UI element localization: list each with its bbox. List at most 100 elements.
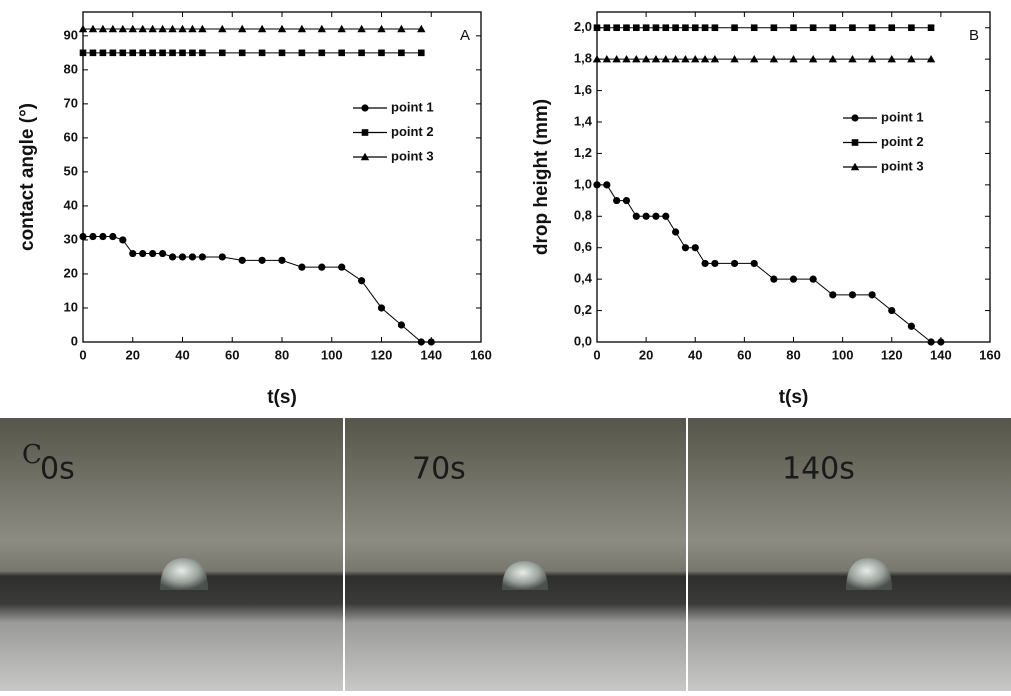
marker xyxy=(731,24,738,32)
x-tick-label: 80 xyxy=(275,347,289,362)
marker xyxy=(652,212,660,220)
marker xyxy=(711,259,719,268)
y-tick-label: 0,4 xyxy=(574,271,593,286)
marker xyxy=(789,54,798,63)
marker xyxy=(168,24,177,33)
droplet xyxy=(846,558,892,590)
marker xyxy=(109,232,117,241)
marker xyxy=(397,321,405,329)
marker xyxy=(681,244,690,252)
marker xyxy=(78,24,88,33)
marker xyxy=(298,49,306,57)
marker xyxy=(662,212,670,220)
y-tick-label: 0,0 xyxy=(574,333,592,348)
x-tick-label: 20 xyxy=(639,347,653,362)
marker xyxy=(730,259,739,268)
droplet xyxy=(160,558,208,590)
x-tick-label: 0 xyxy=(593,347,600,362)
marker xyxy=(808,54,818,63)
marker xyxy=(593,24,601,32)
marker xyxy=(427,338,435,346)
marker xyxy=(789,275,798,283)
x-tick-label: 20 xyxy=(126,347,140,362)
marker xyxy=(613,196,621,205)
marker xyxy=(602,54,612,63)
marker xyxy=(770,275,778,283)
marker xyxy=(298,263,306,271)
y-tick-label: 70 xyxy=(64,95,78,110)
y-tick-label: 80 xyxy=(64,61,78,76)
marker xyxy=(159,249,167,258)
marker xyxy=(258,256,266,264)
marker xyxy=(178,24,187,33)
marker xyxy=(828,54,837,63)
x-tick-label: 160 xyxy=(470,347,492,362)
marker xyxy=(750,259,758,268)
marker xyxy=(603,24,611,32)
legend-label: point 2 xyxy=(881,134,924,149)
marker xyxy=(633,24,640,32)
y-tick-label: 1,4 xyxy=(574,113,593,128)
legend-label: point 1 xyxy=(881,109,924,124)
marker xyxy=(907,54,916,63)
marker xyxy=(118,24,127,33)
marker xyxy=(417,24,426,33)
y-tick-label: 1,0 xyxy=(574,176,592,191)
photo-caption: 70s xyxy=(412,452,466,487)
x-tick-label: 0 xyxy=(79,347,86,362)
photo-caption: 0s xyxy=(40,452,75,487)
y-tick-label: 2,0 xyxy=(574,19,592,34)
x-tick-label: 60 xyxy=(737,347,751,362)
marker xyxy=(770,24,778,32)
marker xyxy=(317,24,326,33)
marker xyxy=(129,249,137,258)
marker xyxy=(672,228,680,236)
y-tick-label: 0,6 xyxy=(574,239,592,254)
marker xyxy=(927,338,935,346)
marker xyxy=(926,54,936,63)
photo xyxy=(0,418,343,691)
y-tick-label: 30 xyxy=(64,231,78,246)
panel-label: A xyxy=(460,27,470,44)
marker xyxy=(790,24,797,32)
y-tick-label: 1,6 xyxy=(574,82,592,97)
x-tick-label: 60 xyxy=(225,347,239,362)
y-tick-label: 10 xyxy=(64,299,78,314)
y-tick-label: 0,8 xyxy=(574,208,592,223)
marker xyxy=(623,24,630,32)
x-tick-label: 80 xyxy=(786,347,800,362)
marker xyxy=(218,24,227,33)
marker xyxy=(867,54,877,63)
marker xyxy=(711,24,719,32)
marker xyxy=(98,24,108,33)
marker xyxy=(829,24,837,32)
marker xyxy=(119,236,127,244)
marker xyxy=(642,24,650,32)
droplet xyxy=(502,561,548,590)
marker xyxy=(418,49,425,57)
marker xyxy=(809,24,817,32)
marker xyxy=(149,249,157,258)
marker xyxy=(701,24,709,32)
marker xyxy=(750,24,758,32)
y-tick-label: 1,8 xyxy=(574,51,592,66)
marker xyxy=(358,49,365,57)
marker xyxy=(613,24,620,32)
marker xyxy=(691,54,700,63)
marker xyxy=(89,232,97,241)
marker xyxy=(937,338,945,346)
marker xyxy=(851,114,859,122)
marker xyxy=(188,24,197,33)
x-tick-label: 160 xyxy=(979,347,1001,362)
marker xyxy=(358,277,366,285)
marker xyxy=(377,304,386,312)
marker xyxy=(218,253,226,261)
y-tick-label: 50 xyxy=(64,163,78,178)
marker xyxy=(710,54,720,63)
marker xyxy=(868,291,876,299)
marker xyxy=(652,24,660,32)
marker xyxy=(603,181,611,189)
x-tick-label: 100 xyxy=(832,347,854,362)
marker xyxy=(128,24,137,33)
marker xyxy=(318,263,326,271)
